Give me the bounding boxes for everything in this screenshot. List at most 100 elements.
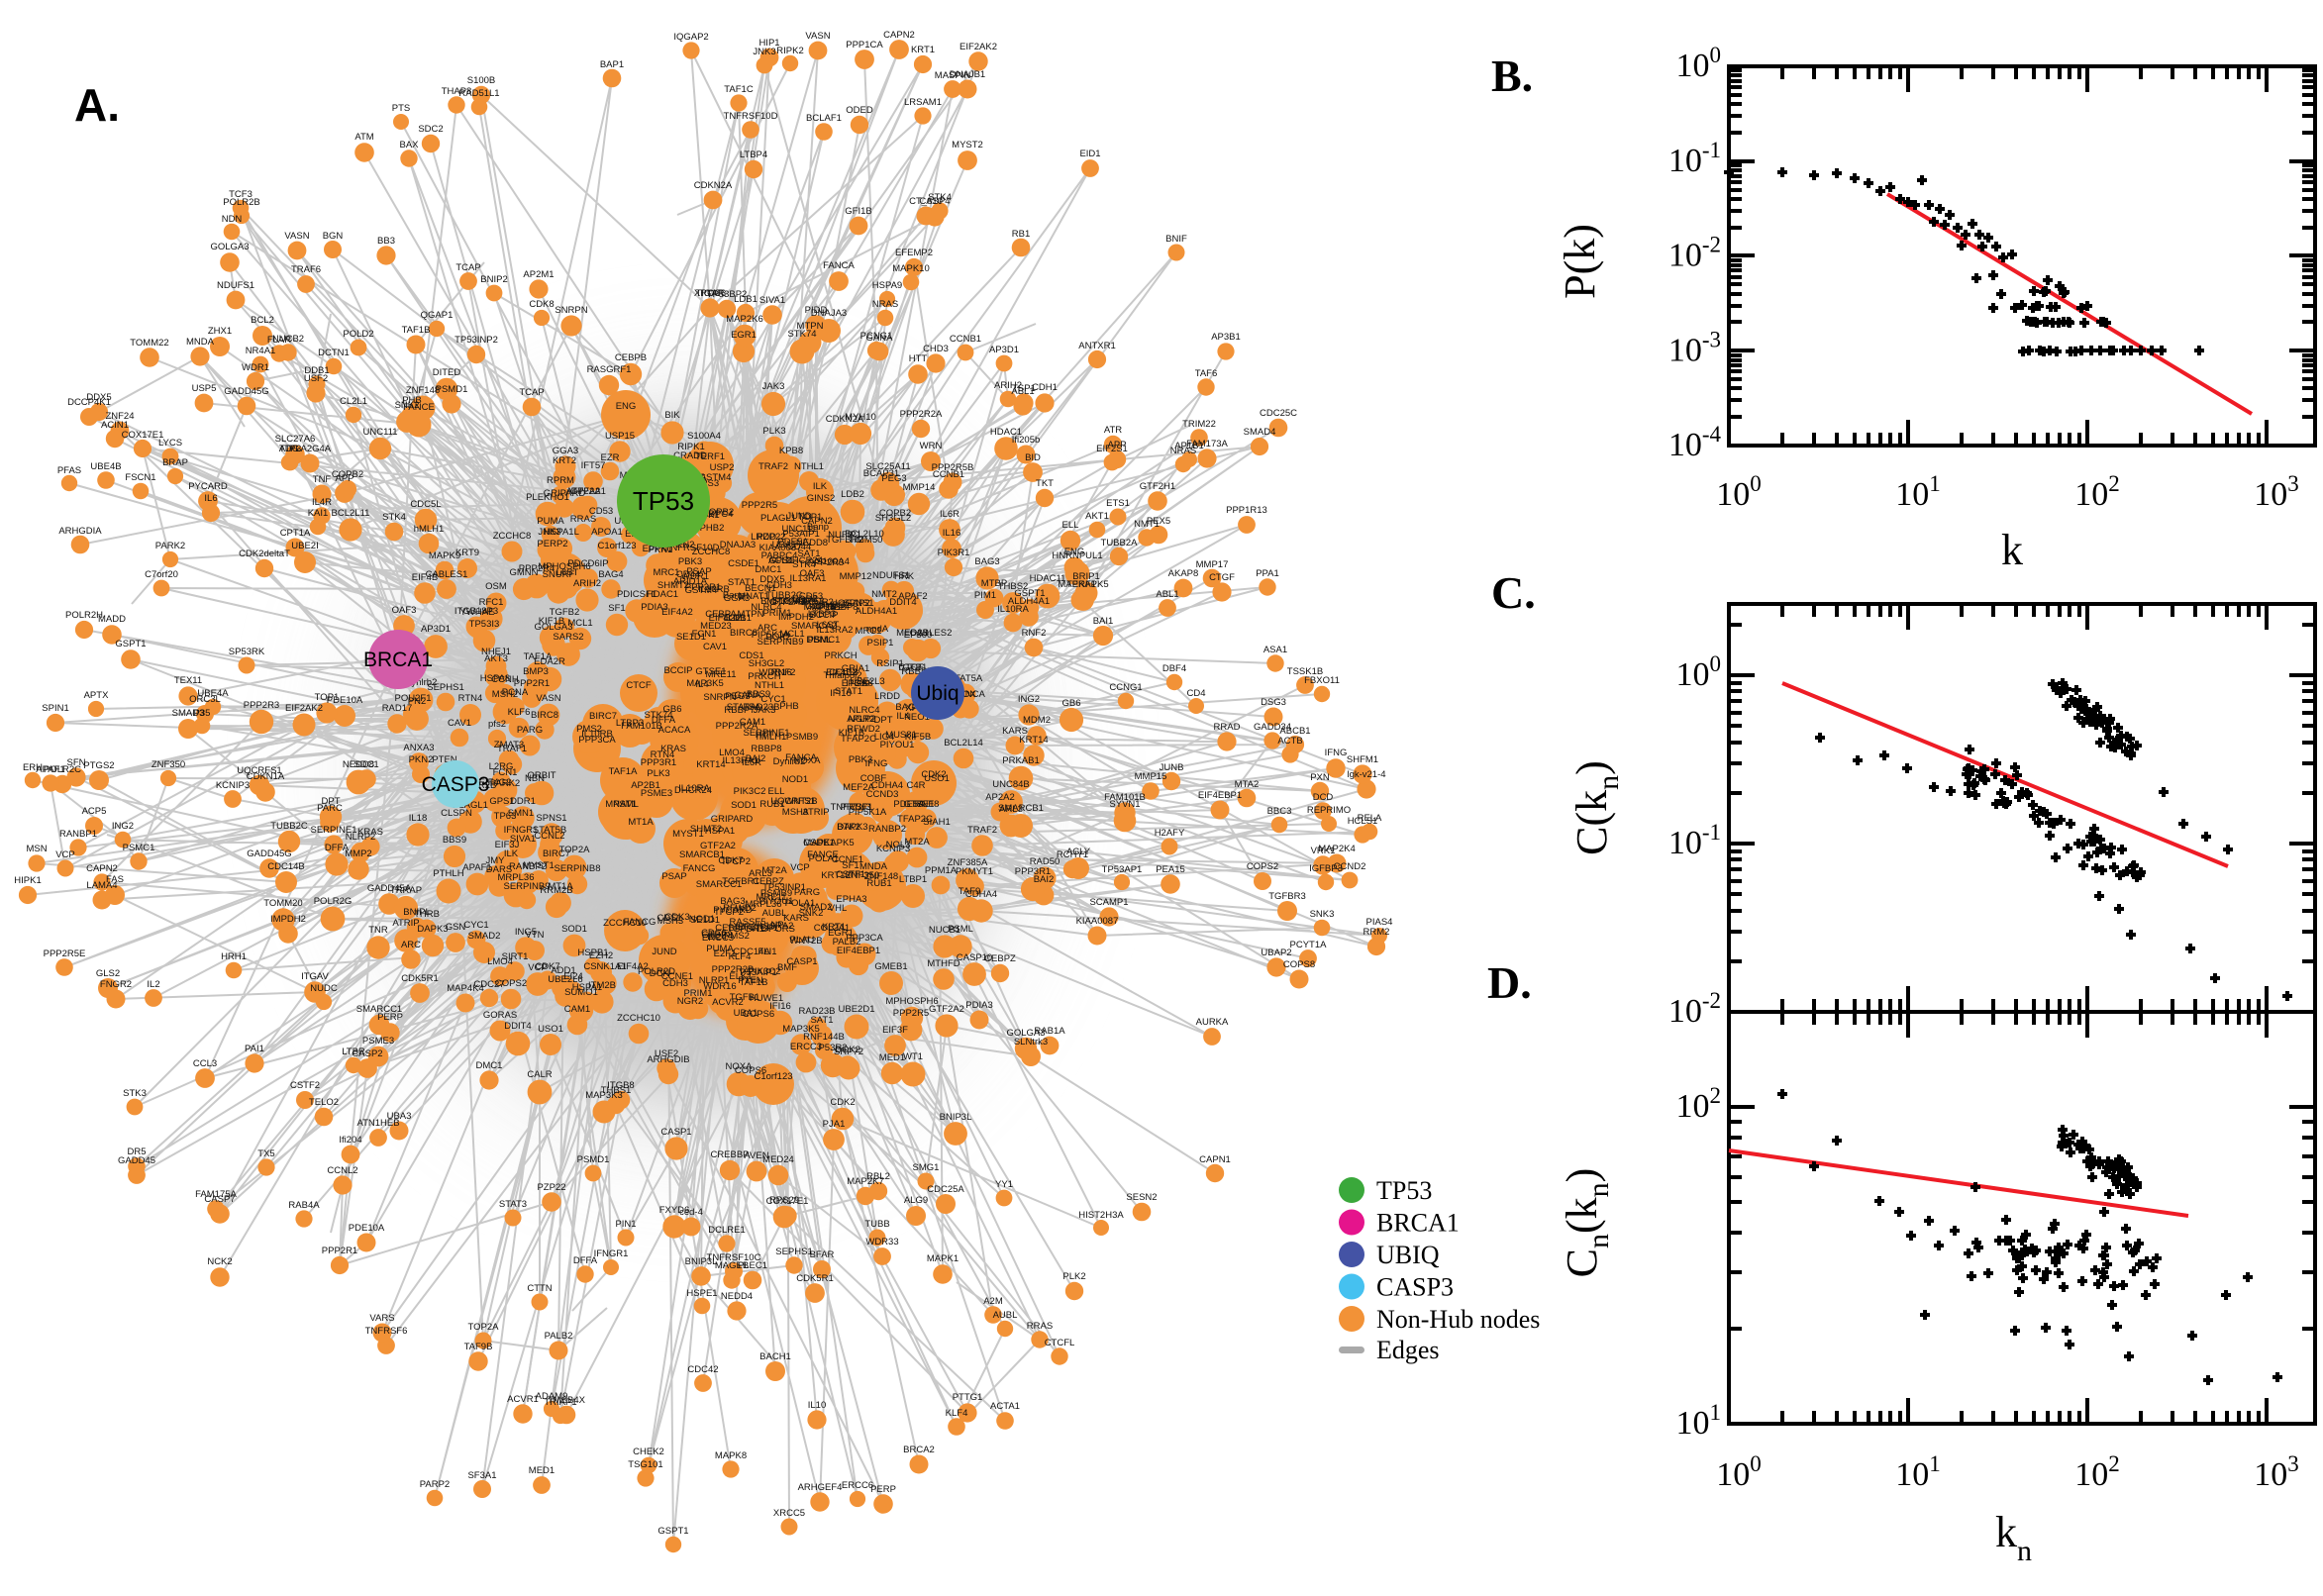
svg-text:CTTN: CTTN xyxy=(527,1283,552,1294)
svg-text:EFEMP2: EFEMP2 xyxy=(895,248,933,258)
svg-text:PSMB9: PSMB9 xyxy=(760,888,792,899)
svg-text:EIF4EBP1: EIF4EBP1 xyxy=(837,946,880,956)
svg-text:POLA1: POLA1 xyxy=(809,853,840,864)
svg-text:TRIAP1: TRIAP1 xyxy=(544,1397,576,1408)
svg-text:EIF3J: EIF3J xyxy=(495,840,520,850)
svg-text:PPP2R2A: PPP2R2A xyxy=(900,409,943,420)
svg-text:GSTM4: GSTM4 xyxy=(699,472,732,483)
svg-text:GTSE1: GTSE1 xyxy=(903,799,934,810)
svg-text:NOD1: NOD1 xyxy=(689,914,715,925)
svg-text:PIDD: PIDD xyxy=(805,305,828,316)
svg-text:BIRC7: BIRC7 xyxy=(543,848,570,859)
svg-text:ZMAT3: ZMAT3 xyxy=(494,740,524,750)
svg-text:ERCC3: ERCC3 xyxy=(790,1042,822,1052)
svg-text:MYST2: MYST2 xyxy=(952,140,983,150)
svg-text:COPB2: COPB2 xyxy=(702,507,734,518)
svg-text:C7orf20: C7orf20 xyxy=(145,569,178,580)
svg-text:ZCCHC8: ZCCHC8 xyxy=(692,547,731,557)
svg-text:NLRP1: NLRP1 xyxy=(699,975,730,986)
svg-text:KLF4: KLF4 xyxy=(729,951,752,962)
svg-text:LDB1: LDB1 xyxy=(728,613,752,624)
svg-text:ILK: ILK xyxy=(813,481,828,492)
svg-text:PEG3: PEG3 xyxy=(725,691,750,702)
svg-text:ARHGDIB: ARHGDIB xyxy=(647,1054,689,1065)
svg-text:SIVA1: SIVA1 xyxy=(510,834,536,845)
svg-text:KRT2: KRT2 xyxy=(553,455,576,466)
svg-text:RTN4: RTN4 xyxy=(651,749,675,760)
svg-text:MRPL36: MRPL36 xyxy=(498,872,535,883)
svg-text:MCL1: MCL1 xyxy=(567,618,592,629)
svg-text:DAPK3: DAPK3 xyxy=(837,822,867,833)
svg-text:CDHA4: CDHA4 xyxy=(965,889,997,900)
svg-text:MSH3: MSH3 xyxy=(782,807,808,818)
svg-text:PPP1CA: PPP1CA xyxy=(846,40,883,50)
svg-text:PSIP1: PSIP1 xyxy=(867,638,894,648)
svg-text:CCNE1: CCNE1 xyxy=(832,854,863,865)
svg-text:DDIT4: DDIT4 xyxy=(504,1021,531,1032)
svg-text:WDR16: WDR16 xyxy=(758,667,791,678)
svg-text:CDK7: CDK7 xyxy=(718,855,743,866)
svg-text:DDB1: DDB1 xyxy=(304,365,329,376)
svg-text:SMARCC1: SMARCC1 xyxy=(696,879,742,890)
svg-text:FANCA: FANCA xyxy=(823,260,855,271)
svg-text:PARK2: PARK2 xyxy=(490,778,520,789)
svg-text:L6ST: L6ST xyxy=(556,567,579,578)
svg-text:USP5: USP5 xyxy=(192,383,217,394)
svg-text:BCL2L10: BCL2L10 xyxy=(845,529,884,540)
svg-text:YY1: YY1 xyxy=(995,1179,1013,1190)
svg-text:IL6R: IL6R xyxy=(742,757,761,768)
svg-text:CAPN2: CAPN2 xyxy=(86,863,118,874)
svg-text:SHFM1: SHFM1 xyxy=(1347,754,1378,765)
svg-text:PPP2R5B: PPP2R5B xyxy=(932,462,974,473)
svg-text:PHB: PHB xyxy=(402,395,422,406)
svg-text:VTN: VTN xyxy=(526,930,545,941)
svg-text:GADD45G: GADD45G xyxy=(247,848,291,859)
svg-text:CASP7: CASP7 xyxy=(204,1194,235,1205)
svg-text:TP53: TP53 xyxy=(1376,1176,1432,1205)
svg-text:CAV1: CAV1 xyxy=(703,642,727,652)
svg-text:IL6R: IL6R xyxy=(940,509,960,520)
svg-text:TAF9B: TAF9B xyxy=(464,1342,493,1352)
svg-text:PFAS: PFAS xyxy=(57,465,81,476)
svg-text:BGN: BGN xyxy=(323,231,344,242)
svg-text:FLAR: FLAR xyxy=(267,335,291,346)
svg-text:USF2: USF2 xyxy=(655,1048,678,1059)
svg-text:TSSK1B: TSSK1B xyxy=(1287,666,1323,677)
svg-text:PUMA: PUMA xyxy=(537,516,564,527)
svg-text:MADD: MADD xyxy=(98,614,126,625)
svg-text:PMS2: PMS2 xyxy=(724,931,750,942)
svg-text:MRPL36: MRPL36 xyxy=(746,899,782,910)
svg-text:PARG: PARG xyxy=(794,887,820,898)
svg-text:MT2A: MT2A xyxy=(904,837,930,848)
svg-text:ETS1: ETS1 xyxy=(1106,498,1130,509)
svg-text:CAPN2: CAPN2 xyxy=(801,516,833,527)
svg-text:PPM1A: PPM1A xyxy=(925,865,958,876)
svg-text:NEO1: NEO1 xyxy=(904,712,930,723)
svg-text:CREBBP: CREBBP xyxy=(710,1149,749,1160)
svg-text:RBBP8: RBBP8 xyxy=(751,744,781,754)
svg-text:MAPK1: MAPK1 xyxy=(927,1253,959,1264)
svg-text:FAS: FAS xyxy=(106,874,124,885)
svg-text:UBE2I: UBE2I xyxy=(291,541,318,551)
svg-text:MNAT1: MNAT1 xyxy=(605,799,637,810)
svg-text:S100B: S100B xyxy=(467,75,496,86)
svg-text:STAT5A: STAT5A xyxy=(727,702,761,713)
svg-text:UBA3: UBA3 xyxy=(387,1111,412,1122)
svg-text:WRN: WRN xyxy=(920,441,943,451)
svg-text:Banp: Banp xyxy=(807,522,829,533)
svg-text:SDC2: SDC2 xyxy=(418,124,443,135)
svg-text:AUBL: AUBL xyxy=(993,1310,1018,1321)
svg-text:GTF2H1: GTF2H1 xyxy=(1140,481,1175,492)
svg-text:GPS1: GPS1 xyxy=(489,796,514,807)
svg-text:ERH: ERH xyxy=(23,762,43,773)
svg-text:ATP2A2: ATP2A2 xyxy=(566,486,601,497)
svg-text:SMARCA2: SMARCA2 xyxy=(791,621,837,632)
svg-text:DDX5: DDX5 xyxy=(759,574,784,585)
svg-text:RAB1A: RAB1A xyxy=(1034,1026,1065,1037)
svg-text:THBS2: THBS2 xyxy=(998,581,1029,592)
svg-text:TELO2: TELO2 xyxy=(309,1097,339,1108)
svg-text:PARP2: PARP2 xyxy=(420,1479,450,1490)
svg-text:FANCG: FANCG xyxy=(683,863,716,874)
svg-text:SMARCB1: SMARCB1 xyxy=(679,849,725,860)
svg-text:SPNS1: SPNS1 xyxy=(843,598,873,609)
